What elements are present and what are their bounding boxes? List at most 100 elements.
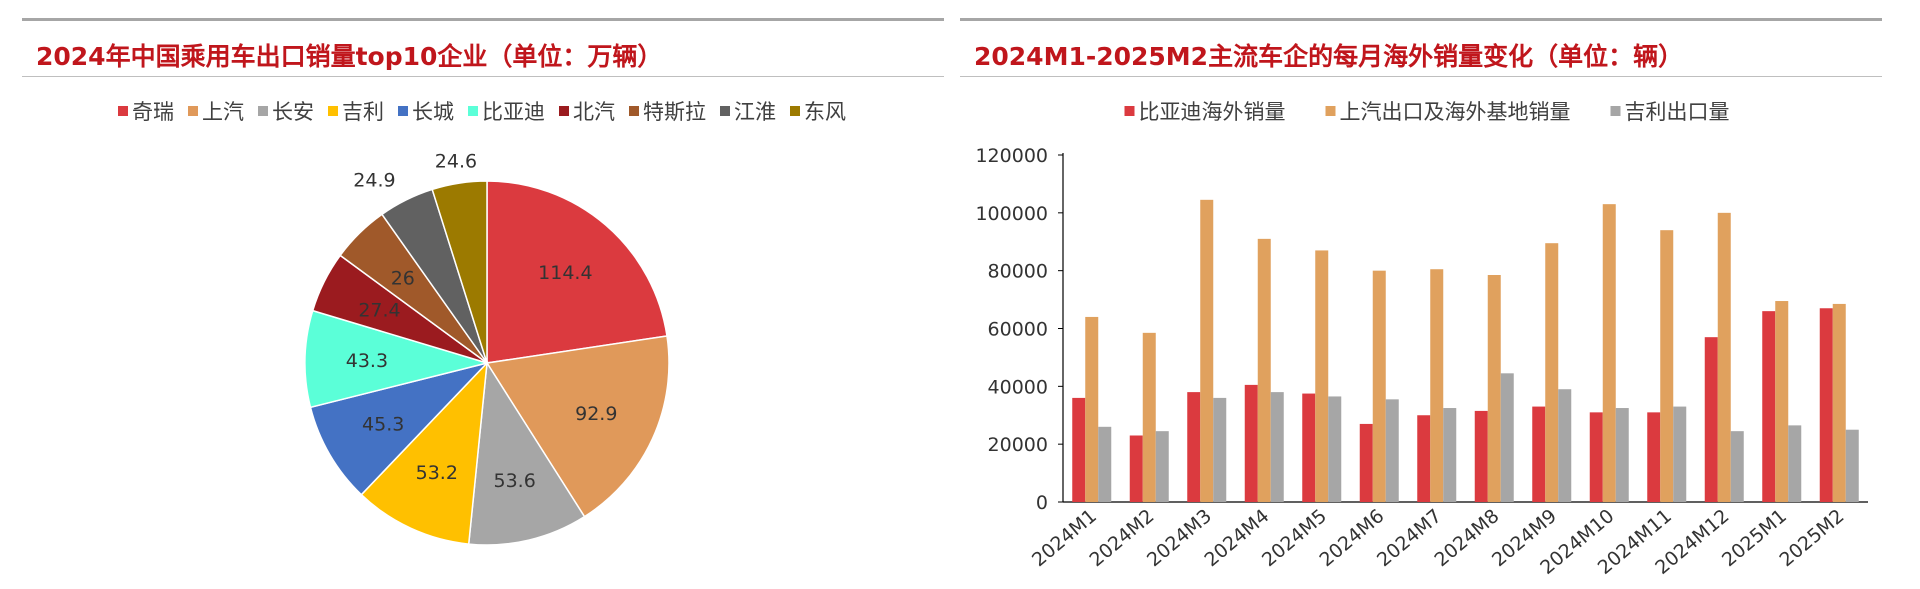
legend-label: 江淮 <box>734 100 776 124</box>
bar <box>1443 408 1457 502</box>
legend-label: 吉利 <box>342 100 384 124</box>
pie-slice <box>360 360 488 545</box>
title-divider <box>22 76 944 77</box>
pie-slice <box>486 180 668 364</box>
legend-swatch <box>1325 106 1336 116</box>
pie-chart: 奇瑞 上汽 长安 吉利 长城 比亚迪 北汽 特斯拉 江淮 东风 114.4 92.9 53.6 53.2 4… <box>118 100 846 546</box>
legend-label: 奇瑞 <box>132 100 174 124</box>
bar <box>1270 392 1284 502</box>
legend-label: 比亚迪海外销量 <box>1139 100 1286 124</box>
pie-data-label: 45.3 <box>362 413 404 435</box>
pie-data-label: 53.6 <box>494 470 536 492</box>
bar <box>1142 332 1156 502</box>
bar <box>1359 423 1373 502</box>
bar <box>1129 435 1143 502</box>
legend-swatch <box>468 106 478 116</box>
left-chart-panel: 2024年中国乘用车出口销量top10企业（单位：万辆） <box>22 18 944 77</box>
y-tick-label: 120000 <box>975 145 1048 167</box>
legend-swatch <box>398 106 408 116</box>
y-tick-label: 40000 <box>988 376 1048 398</box>
bar <box>1302 393 1316 502</box>
bar <box>1385 399 1399 502</box>
legend-swatch <box>258 106 268 116</box>
legend-label: 上汽 <box>202 100 244 124</box>
pie-data-label: 114.4 <box>538 262 592 284</box>
legend-label: 北汽 <box>573 100 615 124</box>
bar <box>1372 270 1386 502</box>
pie-data-label: 43.3 <box>346 350 388 372</box>
bar <box>1213 397 1227 502</box>
bar <box>1647 412 1661 502</box>
legend-label: 上汽出口及海外基地销量 <box>1340 100 1571 124</box>
right-chart-title: 2024M1-2025M2主流车企的每月海外销量变化（单位：辆） <box>974 42 1684 71</box>
legend-label: 特斯拉 <box>643 100 706 124</box>
bar <box>1098 426 1112 502</box>
bar-chart: 比亚迪海外销量 上汽出口及海外基地销量 吉利出口量 0 20000 40000 60000 8… <box>975 100 1868 579</box>
bar <box>1187 392 1201 502</box>
bar <box>1500 373 1514 502</box>
right-chart-panel: 2024M1-2025M2主流车企的每月海外销量变化（单位：辆） <box>960 18 1882 77</box>
top-rule <box>22 18 944 21</box>
bar <box>1845 429 1859 502</box>
bar <box>1704 337 1718 502</box>
bar <box>1072 397 1086 502</box>
bar <box>1762 311 1776 502</box>
pie-slice <box>467 360 586 546</box>
bar-legend: 比亚迪海外销量 上汽出口及海外基地销量 吉利出口量 <box>1124 100 1730 124</box>
bar <box>1430 269 1444 502</box>
bar <box>1788 425 1802 502</box>
bar <box>1589 412 1603 502</box>
left-chart-title: 2024年中国乘用车出口销量top10企业（单位：万辆） <box>36 42 663 71</box>
bar <box>1673 406 1687 502</box>
bar <box>1257 238 1271 502</box>
bar <box>1244 384 1258 502</box>
pie-slice <box>485 335 670 518</box>
bar <box>1775 301 1789 502</box>
pie-slice <box>304 309 490 409</box>
pie-slice <box>431 180 488 364</box>
bar <box>1200 199 1214 502</box>
bar <box>1717 212 1731 503</box>
bar <box>1487 275 1501 502</box>
pie-slice <box>309 361 490 496</box>
y-tick-label: 0 <box>1036 492 1048 514</box>
bar <box>1315 250 1329 502</box>
bar <box>1532 406 1546 502</box>
legend-swatch <box>118 106 128 116</box>
bar <box>1474 410 1488 502</box>
bar <box>1615 408 1629 502</box>
legend-swatch <box>790 106 800 116</box>
pie-data-label: 92.9 <box>575 403 617 425</box>
legend-swatch <box>720 106 730 116</box>
y-tick-label: 100000 <box>975 203 1048 225</box>
legend-swatch <box>1610 106 1621 116</box>
pie-data-label: 24.9 <box>353 169 395 191</box>
legend-swatch <box>328 106 338 116</box>
bar <box>1819 308 1833 502</box>
legend-swatch <box>629 106 639 116</box>
bar <box>1085 316 1099 502</box>
pie-data-label: 26 <box>391 267 415 289</box>
bar <box>1558 389 1572 502</box>
title-divider <box>960 76 1882 77</box>
legend-label: 吉利出口量 <box>1625 100 1730 124</box>
bar <box>1730 431 1744 502</box>
bar <box>1328 396 1342 502</box>
legend-swatch <box>1124 106 1135 116</box>
pie-data-label: 27.4 <box>358 299 400 321</box>
y-tick-label: 60000 <box>988 319 1048 341</box>
bar <box>1602 204 1616 503</box>
legend-label: 长城 <box>412 100 454 124</box>
bar <box>1545 243 1559 502</box>
legend-label: 东风 <box>804 100 846 124</box>
pie-data-label: 24.6 <box>435 151 477 173</box>
bar <box>1417 415 1431 502</box>
top-rule <box>960 18 1882 21</box>
legend-label: 比亚迪 <box>482 100 545 124</box>
legend-swatch <box>188 106 198 116</box>
pie-legend: 奇瑞 上汽 长安 吉利 长城 比亚迪 北汽 特斯拉 江淮 东风 <box>118 100 846 124</box>
bar <box>1832 303 1846 502</box>
bar <box>1155 431 1169 502</box>
legend-swatch <box>559 106 569 116</box>
